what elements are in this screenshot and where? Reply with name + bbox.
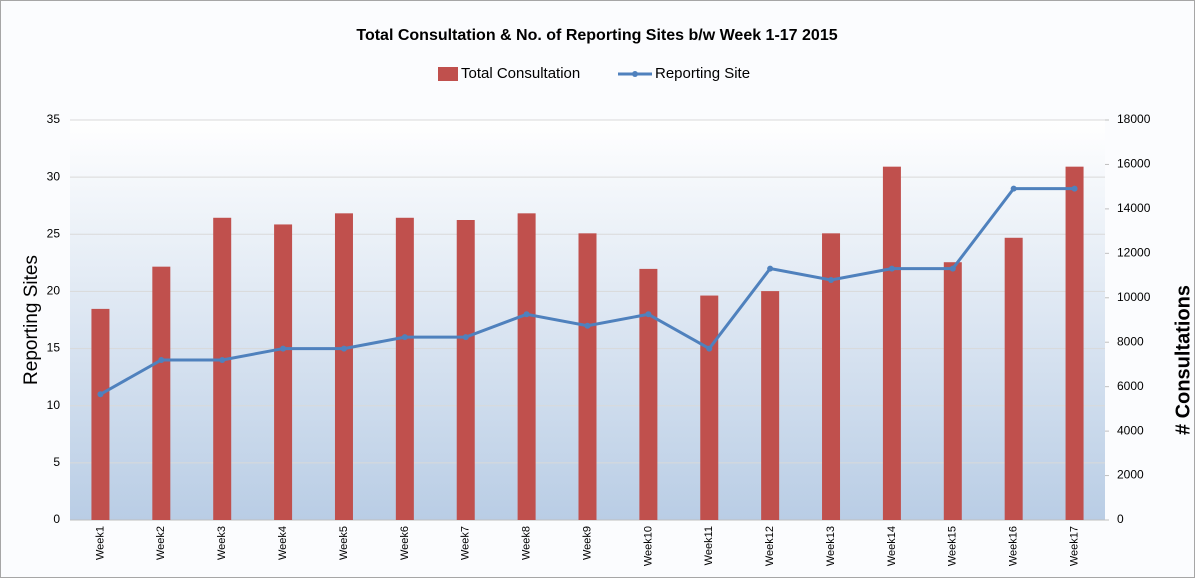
y2-tick-label: 0 — [1117, 512, 1124, 526]
y2-tick-label: 8000 — [1117, 334, 1144, 348]
bar — [578, 233, 597, 521]
bar — [274, 224, 293, 520]
bar — [152, 266, 171, 520]
line-point — [97, 391, 104, 398]
line-point — [584, 322, 591, 329]
x-tick-label: Week3 — [216, 526, 228, 560]
x-tick-label: Week14 — [886, 526, 898, 566]
bar — [943, 262, 962, 520]
line-point — [340, 345, 347, 352]
line-point — [767, 265, 774, 272]
line-point — [949, 265, 956, 272]
line-point — [219, 357, 226, 363]
y-axis-label: Reporting Sites — [21, 255, 42, 385]
y2-axis-label: # Consultations — [1172, 285, 1194, 435]
x-tick-label: Week15 — [947, 526, 959, 566]
bar — [700, 295, 719, 520]
line-point — [158, 357, 165, 363]
bar — [395, 217, 414, 520]
x-tick-label: Week13 — [825, 526, 837, 566]
line-point — [401, 334, 408, 341]
line-point — [706, 345, 713, 352]
bar — [91, 308, 110, 520]
y-tick-label: 5 — [53, 455, 60, 469]
bar — [1065, 166, 1084, 520]
line-point — [523, 311, 530, 318]
x-tick-label: Week9 — [581, 526, 593, 560]
bar — [213, 217, 232, 520]
x-tick-label: Week6 — [399, 526, 411, 560]
line-point — [280, 345, 287, 352]
bar — [456, 220, 475, 520]
y-tick-label: 15 — [47, 341, 61, 355]
y2-tick-label: 6000 — [1117, 379, 1144, 393]
legend-label: Total Consultation — [461, 65, 580, 82]
x-tick-label: Week4 — [277, 526, 289, 560]
x-tick-label: Week7 — [460, 526, 472, 560]
line-point — [888, 265, 895, 272]
x-tick-label: Week11 — [703, 526, 715, 565]
y-tick-label: 30 — [47, 169, 61, 183]
y2-tick-label: 16000 — [1117, 157, 1151, 171]
x-tick-label: Week1 — [94, 526, 106, 560]
x-tick-label: Week10 — [642, 526, 654, 566]
bar — [1004, 237, 1023, 520]
y2-tick-label: 14000 — [1117, 201, 1151, 215]
chart-title: Total Consultation & No. of Reporting Si… — [356, 27, 837, 44]
y2-tick-label: 12000 — [1117, 246, 1151, 260]
legend-swatch — [438, 67, 458, 81]
line-point — [462, 334, 469, 341]
bar — [517, 213, 536, 521]
bar — [334, 213, 353, 521]
y-tick-label: 20 — [47, 284, 61, 298]
bar — [761, 291, 780, 520]
y-tick-label: 25 — [47, 226, 61, 240]
y2-tick-label: 4000 — [1117, 423, 1144, 437]
bar — [639, 268, 658, 520]
x-tick-label: Week16 — [1008, 526, 1020, 566]
line-point — [1071, 185, 1078, 192]
x-tick-label: Week2 — [155, 526, 167, 560]
y-tick-label: 10 — [47, 398, 61, 412]
y2-tick-label: 2000 — [1117, 468, 1144, 482]
x-tick-label: Week17 — [1068, 526, 1080, 566]
legend-swatch-point — [632, 71, 638, 77]
legend-label: Reporting Site — [655, 65, 750, 82]
y2-tick-label: 18000 — [1117, 112, 1151, 126]
x-tick-label: Week12 — [764, 526, 776, 566]
line-point — [828, 277, 835, 283]
bar — [882, 166, 901, 520]
y-tick-label: 35 — [47, 112, 61, 126]
bar — [822, 233, 841, 521]
x-tick-label: Week5 — [338, 526, 350, 560]
x-tick-label: Week8 — [521, 526, 533, 560]
y-tick-label: 0 — [53, 512, 60, 526]
line-point — [645, 311, 652, 318]
line-point — [1010, 185, 1017, 192]
y2-tick-label: 10000 — [1117, 290, 1151, 304]
